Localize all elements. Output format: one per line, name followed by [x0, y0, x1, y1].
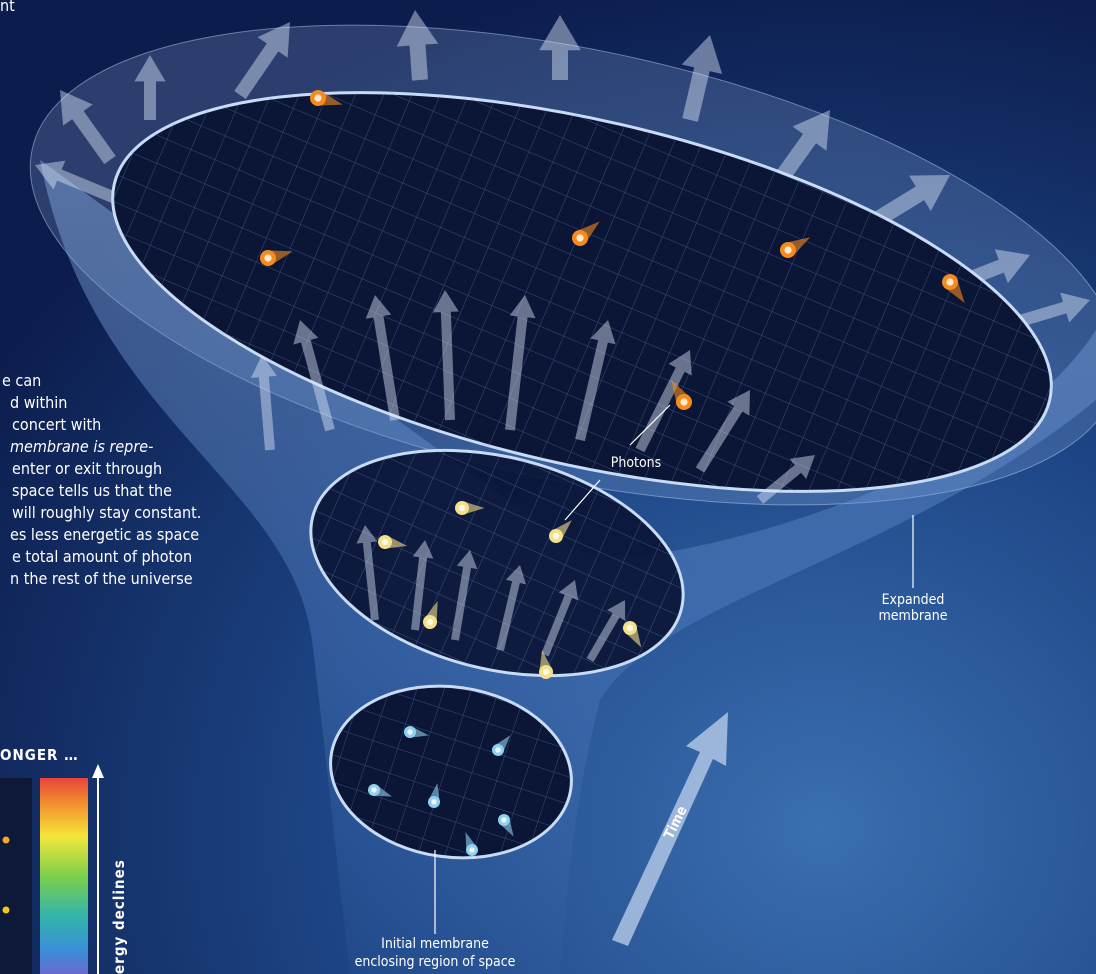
grid: [330, 686, 572, 858]
time-arrow: [612, 712, 728, 946]
expanded-label: Expanded: [882, 592, 945, 608]
photon-core: [495, 747, 501, 753]
body-line: space tells us that the: [12, 481, 172, 500]
photon: [623, 621, 642, 648]
body-line: es less energetic as space: [10, 525, 199, 544]
photon-core: [542, 668, 550, 676]
photon-core: [371, 787, 377, 793]
arrow: [681, 35, 723, 122]
arrow: [411, 540, 434, 631]
photon-core: [626, 624, 634, 632]
arrow: [773, 110, 830, 185]
photon-core: [552, 532, 560, 540]
photon: [368, 784, 393, 797]
energy-arrowhead: [92, 764, 104, 778]
arrow: [586, 600, 626, 663]
photon: [671, 379, 692, 410]
body-text: e can d within concert with membrane is rep…: [2, 371, 201, 588]
photon-core: [469, 847, 475, 853]
photons-label: Photons: [611, 455, 661, 471]
photon: [498, 814, 514, 837]
arrow: [756, 455, 815, 504]
photon-core: [407, 729, 413, 735]
photon-core: [264, 254, 272, 262]
initial-label: Initial membrane: [381, 936, 489, 952]
body-line: membrane is repre-: [10, 437, 153, 456]
arrow: [396, 10, 439, 81]
photon-core: [576, 234, 584, 242]
arrow: [539, 15, 581, 80]
body-line: n the rest of the universe: [10, 569, 193, 588]
photon: [310, 90, 343, 106]
energy-label: ergy declines: [110, 859, 128, 974]
leader-line: [564, 479, 601, 521]
arrow: [575, 320, 616, 442]
arrow: [356, 525, 379, 621]
photon-core: [501, 817, 507, 823]
leader-lines: [434, 404, 914, 934]
body-line: enter or exit through: [12, 459, 162, 478]
leader-line: [629, 404, 671, 446]
photon-core: [431, 799, 437, 805]
grid: [112, 92, 1052, 492]
photon-dot: [2, 906, 10, 914]
spectrum-bar: [40, 778, 88, 974]
photon-core: [426, 618, 434, 626]
arrow: [541, 580, 579, 657]
arrow: [293, 320, 335, 432]
photon: [455, 501, 485, 515]
photon: [780, 237, 811, 258]
photon: [539, 649, 553, 679]
header-fragment: nt: [0, 0, 15, 15]
photon: [378, 535, 408, 549]
grid: [310, 450, 684, 676]
photon: [492, 735, 511, 756]
photon-core: [381, 538, 389, 546]
arrow: [234, 22, 290, 99]
sidebar-heading: ONGER …: [0, 746, 79, 764]
body-line: will roughly stay constant.: [12, 503, 201, 522]
arrow: [35, 160, 123, 206]
photon: [423, 600, 438, 629]
initial-label: enclosing region of space: [355, 954, 516, 970]
inner-marks: [250, 90, 965, 856]
photon: [260, 250, 293, 266]
photon-core: [946, 278, 954, 286]
photon-core: [784, 246, 792, 254]
body-line: e can: [2, 371, 41, 390]
arrow: [695, 390, 750, 473]
body-line: e total amount of photon: [12, 547, 192, 566]
arrow: [496, 565, 527, 651]
photon-box: [0, 778, 32, 974]
arrow: [432, 290, 459, 421]
photon-core: [314, 94, 322, 102]
body-line: concert with: [12, 415, 101, 434]
arrow: [60, 90, 116, 165]
photon: [465, 831, 478, 856]
arrow: [451, 550, 478, 641]
expanded-label: membrane: [879, 608, 948, 624]
arrow: [134, 55, 166, 120]
body-line: d within: [10, 393, 67, 412]
photon: [572, 221, 600, 246]
photon: [549, 520, 572, 543]
photon: [404, 726, 429, 738]
photon-dot: [2, 836, 10, 844]
arrow: [635, 350, 692, 453]
photon-core: [458, 504, 466, 512]
arrow: [505, 295, 536, 431]
photon-core: [680, 398, 688, 406]
photon: [942, 274, 965, 303]
arrow: [250, 355, 277, 451]
photon: [428, 783, 440, 808]
arrow: [365, 295, 400, 421]
